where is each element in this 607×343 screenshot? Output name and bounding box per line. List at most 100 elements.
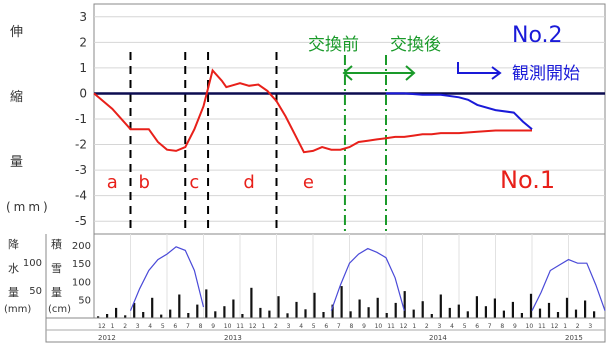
month-tick-label: 1	[111, 323, 115, 330]
y-tick-label: 0	[79, 86, 87, 100]
precipitation-bars	[97, 286, 596, 318]
rain-bar	[169, 309, 172, 318]
month-tick-label: 12	[551, 323, 559, 330]
annotation-no1: No.1	[500, 166, 555, 194]
year-labels: 2012 2013 2014 2015	[98, 334, 583, 342]
rain-bar	[367, 307, 370, 318]
rain-bar	[376, 297, 379, 318]
rain-bar	[574, 309, 578, 318]
y-tick-label: -5	[75, 214, 87, 228]
month-tick-label: 4	[299, 323, 303, 330]
rain-label-char-2: 水	[8, 262, 19, 275]
start-observation-arrow	[457, 62, 502, 80]
rain-bar	[313, 292, 316, 318]
rain-bar	[160, 314, 163, 318]
month-tick-label: 5	[161, 323, 165, 330]
rain-bar	[394, 302, 397, 318]
rain-bar	[547, 302, 551, 318]
month-tick-label: 5	[463, 323, 467, 330]
rain-bar	[484, 306, 487, 318]
month-tick-label: 10	[375, 323, 383, 330]
rain-bar	[250, 287, 253, 318]
series-layer	[93, 68, 533, 154]
rain-bar	[593, 311, 596, 318]
y-tick-label: -1	[75, 112, 87, 126]
month-tick-label: 11	[538, 323, 546, 330]
rain-bar	[286, 313, 289, 318]
snow-unit-label: (cm)	[48, 304, 71, 315]
snow-depth-line	[129, 246, 205, 311]
rain-bar	[511, 301, 514, 318]
month-tick-label: 6	[173, 323, 177, 330]
rain-bar	[385, 313, 388, 318]
rain-bar	[277, 296, 280, 318]
rain-bar	[214, 311, 217, 318]
rain-label-char-3: 量	[8, 286, 19, 299]
ylabel-char-2: 縮	[10, 89, 23, 105]
rain-bar	[196, 304, 199, 318]
rain-unit-label: (mm)	[4, 304, 31, 315]
rain-bar	[529, 293, 533, 318]
rain-bar	[268, 310, 271, 318]
period-label-a: a	[107, 172, 118, 193]
rain-bar	[232, 299, 235, 318]
period-label-c: c	[189, 172, 199, 193]
month-tick-label: 1	[262, 323, 266, 330]
month-tick-label: 3	[287, 323, 291, 330]
month-tick-labels: 12 1 2 3 4 5 6 7 8 9 10 11 12 1 2 3 4 5 6 7 8 9 10 11 12 1 2 3 4 5 6 7 8…	[98, 323, 592, 330]
month-tick-label: 7	[337, 323, 341, 330]
month-tick-label: 2	[274, 323, 278, 330]
year-label: 2014	[429, 334, 447, 342]
y-tick-label: 1	[79, 61, 87, 75]
period-label-e: e	[303, 172, 314, 193]
rain-bar	[331, 304, 334, 318]
rain-bar	[295, 301, 298, 318]
month-tick-label: 11	[387, 323, 395, 330]
period-markers	[129, 52, 387, 232]
month-tick-label: 12	[249, 323, 257, 330]
rain-bar	[565, 297, 569, 318]
upper-y-axis: 3 2 1 0 -1 -2 -3 -4 -5	[75, 10, 87, 228]
rain-bar	[584, 300, 587, 318]
rain-bar	[556, 312, 560, 318]
snow-tick-label: 150	[72, 259, 91, 270]
rain-bar	[142, 312, 145, 318]
rain-bar	[97, 316, 100, 318]
snow-label-char-3: 量	[51, 286, 62, 299]
month-tick-label: 8	[199, 323, 203, 330]
ylabel-char-3: 量	[10, 155, 23, 170]
rain-bar	[349, 311, 352, 318]
month-tick-label: 6	[475, 323, 479, 330]
rain-bar	[430, 314, 433, 318]
month-tick-label: 1	[412, 323, 416, 330]
rain-bar	[106, 314, 109, 318]
rain-bar	[466, 311, 469, 318]
month-tick-label: 12	[98, 323, 106, 330]
rain-bar	[151, 297, 154, 318]
month-tick-label: 4	[450, 323, 454, 330]
y-tick-label: -3	[75, 163, 87, 177]
month-tick-label: 9	[362, 323, 366, 330]
rain-bar	[421, 301, 424, 318]
month-tick-label: 11	[236, 323, 244, 330]
period-label-d: d	[243, 172, 254, 193]
rain-bar	[259, 307, 262, 318]
y-tick-label: 2	[79, 35, 87, 49]
month-tick-label: 7	[488, 323, 492, 330]
rain-bar	[133, 302, 136, 318]
rain-bar	[538, 308, 542, 318]
y-tick-label: 3	[79, 10, 87, 24]
rain-bar	[115, 307, 118, 318]
month-tick-label: 3	[588, 323, 592, 330]
yunit-label: (mm)	[6, 200, 51, 214]
rain-bar	[403, 291, 406, 318]
rain-bar	[304, 309, 307, 318]
rain-bar	[187, 313, 190, 318]
month-tick-label: 8	[350, 323, 354, 330]
month-tick-label: 8	[500, 323, 504, 330]
month-tick-label: 5	[312, 323, 316, 330]
rain-bar	[457, 304, 460, 318]
rain-bar	[502, 310, 505, 318]
period-label-b: b	[138, 172, 149, 193]
